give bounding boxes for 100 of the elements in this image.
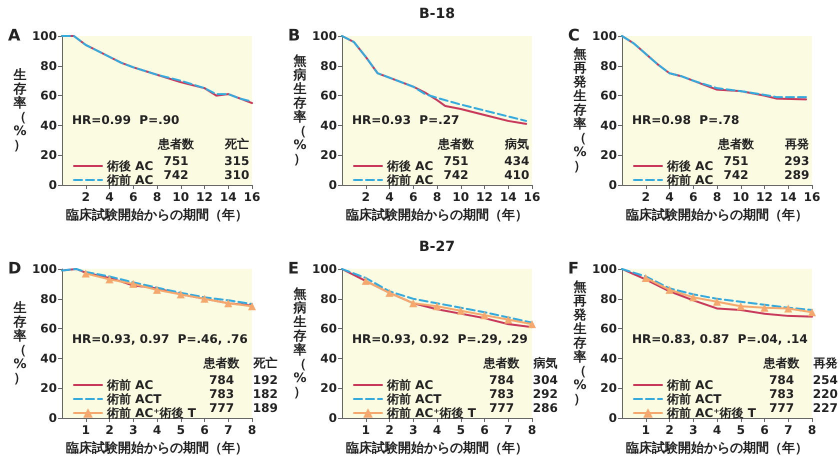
x-tick-label: 14: [220, 190, 237, 204]
point: [106, 275, 114, 284]
y-axis-title: 無病生存率（%）: [292, 54, 307, 167]
x-tick-label: 12: [476, 190, 493, 204]
x-tick-label: 4: [712, 423, 722, 437]
annotation: 289: [784, 168, 810, 182]
x-tick-label: 7: [784, 423, 792, 437]
x-tick-label: 5: [176, 423, 185, 437]
chart-title: A: [8, 26, 21, 44]
legend-label: 術前 ACT: [386, 392, 442, 406]
annotation: 患者数: [202, 356, 241, 370]
y-tick-label: 100: [592, 29, 617, 43]
point: [689, 293, 698, 302]
x-tick-label: 6: [200, 423, 209, 437]
annotation: HR=0.83, 0.87 P=.04, .14: [632, 332, 808, 346]
x-tick-label: 4: [665, 190, 674, 204]
y-tick-label: 80: [320, 292, 337, 306]
x-tick-label: 6: [129, 190, 138, 204]
x-tick-label: 4: [105, 190, 114, 204]
annotation: 293: [784, 154, 810, 168]
point: [528, 320, 536, 328]
point: [362, 276, 370, 285]
point: [248, 302, 256, 310]
y-tick-label: 80: [600, 58, 617, 73]
y-tick-label: 0: [328, 411, 337, 425]
y-tick-label: 100: [592, 262, 617, 276]
annotation: 783: [209, 387, 234, 401]
x-tick-label: 2: [82, 190, 90, 204]
x-tick-label: 12: [196, 190, 213, 204]
y-tick-label: 80: [600, 292, 617, 306]
y-tick-label: 20: [600, 381, 617, 396]
text: 254: [812, 373, 838, 387]
x-axis-title: 臨床試験開始からの期間（年）: [346, 207, 528, 223]
y-tick-label: 60: [40, 88, 57, 103]
x-tick-label: 6: [760, 423, 769, 437]
annotation: HR=0.93, 0.97 P=.46, .76: [72, 332, 248, 346]
point: [784, 304, 792, 312]
y-axis-title: 生存率（%）: [12, 301, 27, 386]
text: 304: [532, 373, 558, 387]
annotation: 患者数: [717, 137, 755, 151]
legend-label: 術前 AC: [106, 173, 154, 187]
y-tick-label: 40: [600, 351, 617, 366]
x-tick-label: 16: [244, 190, 260, 204]
y-tick-label: 40: [600, 118, 617, 132]
x-tick-label: 12: [756, 190, 773, 204]
point: [666, 286, 674, 294]
x-tick-label: 8: [152, 190, 162, 204]
point: [386, 288, 394, 297]
y-tick-label: 80: [40, 292, 57, 306]
annotation: 742: [163, 168, 189, 182]
point: [224, 299, 232, 308]
point: [736, 302, 745, 310]
x-tick-label: 14: [500, 190, 517, 204]
x-tick-label: 7: [504, 423, 512, 437]
text: 病気: [532, 356, 558, 370]
annotation: 434: [504, 154, 530, 168]
legend-label: 術前 AC: [106, 378, 154, 392]
y-tick-label: 0: [48, 178, 57, 192]
annotation: 742: [443, 168, 469, 182]
legend-label: 術前 AC: [386, 378, 434, 392]
y-tick-label: 100: [312, 29, 337, 43]
text: 182: [252, 387, 278, 401]
text: 227: [812, 401, 838, 415]
x-tick-label: 8: [808, 423, 816, 437]
text: 286: [532, 401, 558, 415]
point: [129, 280, 138, 288]
chart-title: C: [568, 26, 580, 44]
x-axis-title: 臨床試験開始からの期間（年）: [346, 440, 528, 456]
y-axis-title: 無病生存率（%）: [292, 287, 307, 400]
legend-label: 術前 AC: [666, 173, 714, 187]
point: [456, 306, 465, 315]
y-tick-label: 100: [32, 29, 57, 43]
y-tick-label: 60: [600, 322, 617, 336]
annotation: 751: [443, 154, 469, 168]
legend-label: 術後 AC: [386, 159, 434, 173]
x-tick-label: 6: [480, 423, 489, 437]
annotation: 784: [489, 373, 514, 387]
x-tick-label: 3: [129, 423, 138, 437]
text: 無再発生存率（%）: [573, 47, 587, 174]
x-tick-label: 4: [385, 190, 394, 204]
text: 死亡: [252, 356, 278, 370]
annotation: 751: [723, 154, 749, 168]
annotation: 751: [163, 154, 189, 168]
x-tick-label: 8: [248, 423, 256, 437]
annotation: 死亡: [224, 137, 249, 151]
x-tick-label: 2: [665, 423, 674, 437]
x-tick-label: 16: [804, 190, 820, 204]
point: [433, 302, 441, 310]
x-axis-title: 臨床試験開始からの期間（年）: [626, 440, 808, 456]
legend-label: 術前 AC⁺術後 T: [666, 406, 757, 420]
x-tick-label: 3: [689, 423, 698, 437]
annotation: 783: [769, 387, 794, 401]
x-axis-title: 臨床試験開始からの期間（年）: [626, 207, 808, 223]
text: 無再発生存率（%）: [573, 280, 587, 407]
x-tick-label: 4: [432, 423, 442, 437]
point: [480, 311, 488, 320]
x-tick-label: 2: [362, 190, 370, 204]
x-tick-label: 6: [409, 190, 418, 204]
annotation: 315: [224, 154, 250, 168]
x-tick-label: 1: [362, 423, 370, 437]
